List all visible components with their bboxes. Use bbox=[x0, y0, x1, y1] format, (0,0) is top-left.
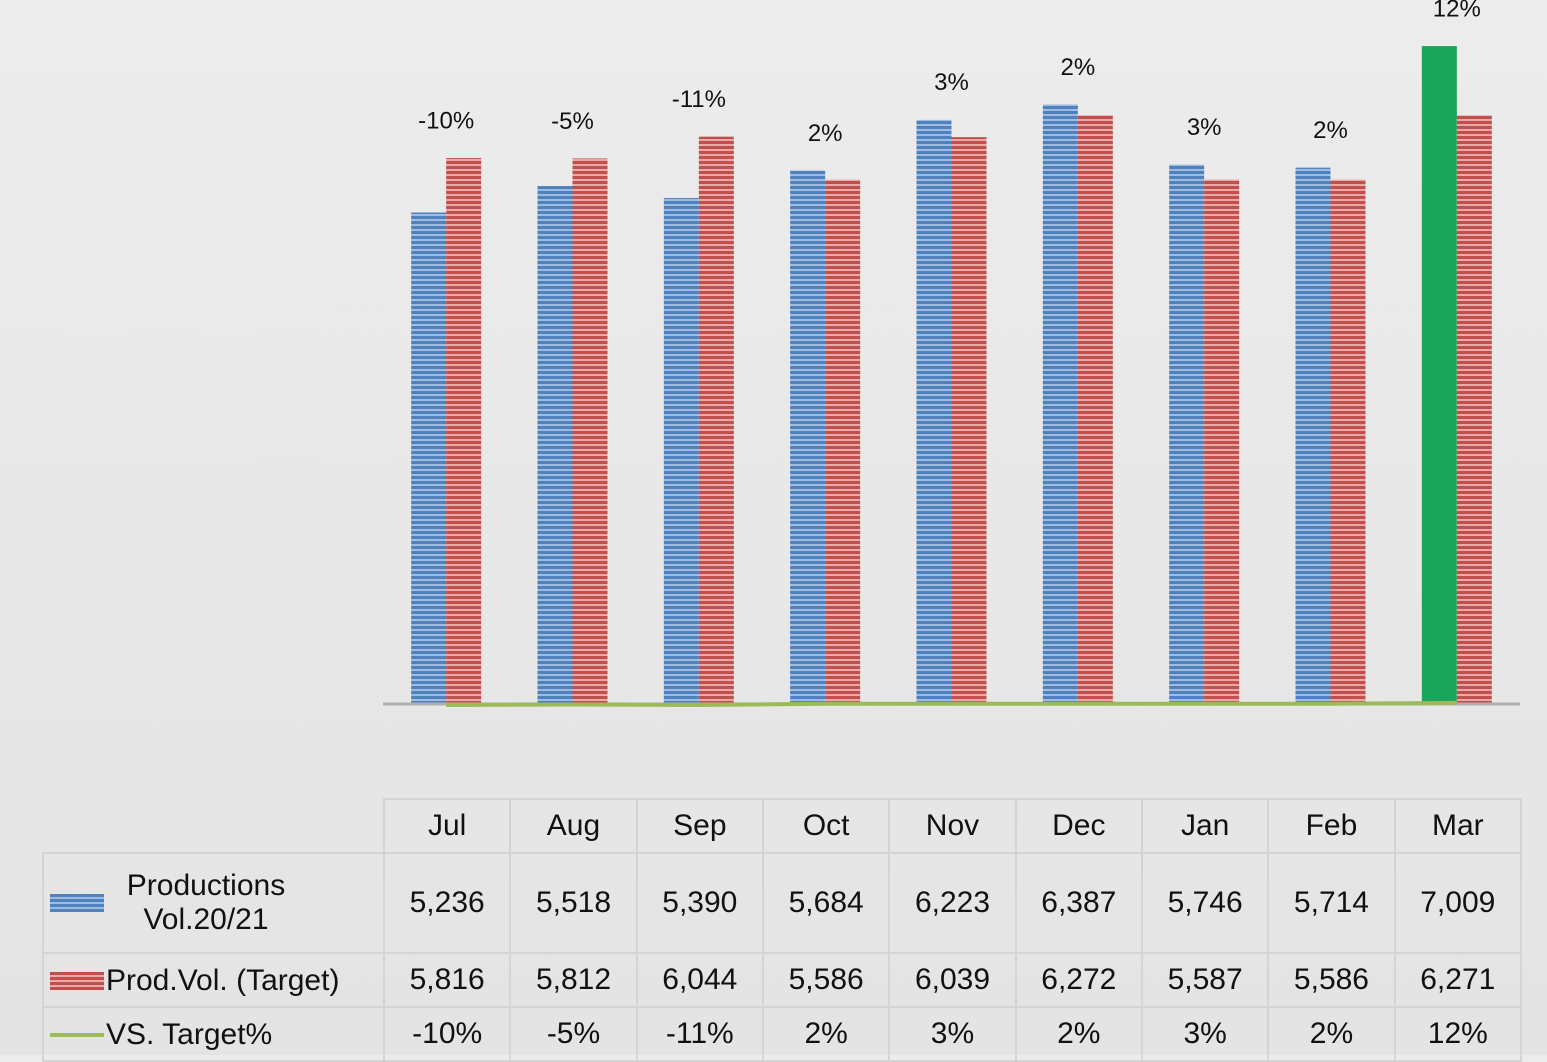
legend-entry: Prod.Vol. (Target) bbox=[42, 952, 385, 1008]
legend-label: Prod.Vol. (Target) bbox=[106, 963, 340, 997]
bar bbox=[663, 198, 699, 705]
bar bbox=[1169, 164, 1205, 704]
table-cell: -10% bbox=[382, 1006, 512, 1062]
x-tick-label: Aug bbox=[509, 798, 638, 854]
table-cell: 6,039 bbox=[888, 952, 1017, 1008]
bar bbox=[698, 136, 734, 704]
data-label: 12% bbox=[1433, 0, 1481, 22]
table-cell: 2% bbox=[1014, 1006, 1143, 1062]
table-cell: 6,272 bbox=[1014, 952, 1143, 1008]
table-cell: 12% bbox=[1393, 1006, 1522, 1062]
bar bbox=[1421, 46, 1457, 705]
line-series bbox=[446, 700, 1457, 708]
table-cell: 6,223 bbox=[888, 852, 1017, 954]
table-cell: 6,271 bbox=[1393, 952, 1522, 1008]
bar bbox=[1456, 115, 1492, 705]
data-label: -11% bbox=[672, 86, 726, 113]
table-cell: 5,816 bbox=[382, 952, 512, 1008]
data-label: 2% bbox=[1060, 54, 1095, 81]
bar bbox=[1204, 179, 1240, 704]
data-label: 2% bbox=[808, 120, 843, 147]
table-row: VS. Target% -10% -5% -11% 2% 3% 2% 3% 2% 12% bbox=[42, 1006, 1522, 1062]
x-tick-label: Oct bbox=[761, 798, 891, 854]
table-cell: 5,236 bbox=[382, 852, 512, 954]
legend-label: Productions Vol.20/21 bbox=[126, 869, 286, 936]
bar bbox=[825, 179, 861, 705]
x-tick-label: Jan bbox=[1140, 798, 1270, 854]
data-label: -5% bbox=[551, 108, 594, 135]
table-cell: 5,812 bbox=[509, 952, 638, 1008]
data-table: Jul Aug Sep Oct Nov Dec Jan Feb Mar Productions V… bbox=[42, 798, 1522, 1062]
corner bbox=[43, 799, 384, 853]
legend-rect bbox=[50, 971, 104, 990]
bar bbox=[1042, 104, 1078, 704]
table-cell: -11% bbox=[635, 1006, 764, 1062]
header-row: Jul Aug Sep Oct Nov Dec Jan Feb Mar bbox=[43, 798, 1522, 854]
table-cell: 6,387 bbox=[1014, 852, 1143, 954]
data-label: -10% bbox=[418, 107, 474, 134]
x-tick-label: Sep bbox=[635, 798, 764, 854]
table-cell: 5,390 bbox=[635, 852, 764, 954]
bar bbox=[446, 158, 482, 704]
x-tick-label: Mar bbox=[1393, 798, 1522, 854]
table-cell: 5,746 bbox=[1140, 852, 1270, 954]
x-tick-label: Nov bbox=[888, 798, 1017, 854]
data-label: 3% bbox=[1187, 114, 1222, 141]
x-tick-label: Dec bbox=[1014, 798, 1143, 854]
table-cell: 2% bbox=[761, 1006, 891, 1062]
bar bbox=[411, 212, 447, 704]
bar bbox=[537, 186, 573, 705]
table-cell: 7,009 bbox=[1393, 852, 1522, 954]
table-cell: 5,518 bbox=[509, 852, 638, 954]
legend-swatch bbox=[50, 894, 104, 912]
table-cell: 3% bbox=[888, 1006, 1017, 1062]
bar bbox=[1077, 115, 1113, 705]
legend-swatch bbox=[50, 1032, 104, 1037]
table-cell: 5,684 bbox=[761, 852, 891, 954]
data-label: 2% bbox=[1313, 117, 1348, 144]
bar bbox=[572, 158, 608, 705]
legend-rect bbox=[50, 894, 104, 912]
table-cell: 3% bbox=[1140, 1006, 1270, 1062]
table-row: Productions Vol.20/21 5,236 5,518 5,390 5,68… bbox=[42, 852, 1522, 954]
bar bbox=[1295, 167, 1331, 704]
x-tick-label: Feb bbox=[1267, 798, 1396, 854]
table-cell: 6,044 bbox=[635, 952, 764, 1008]
chart: -10% -5% -11% 2% 3% 2% 3% 2% 12% bbox=[383, 0, 1520, 708]
bar bbox=[951, 137, 987, 704]
bar bbox=[916, 119, 952, 704]
table-cell: -5% bbox=[509, 1006, 638, 1062]
table-cell: 2% bbox=[1267, 1006, 1396, 1062]
table-row: Prod.Vol. (Target) 5,816 5,812 6,044 5,586 6,… bbox=[42, 952, 1522, 1008]
bar bbox=[1330, 179, 1366, 705]
bar bbox=[790, 170, 826, 705]
table-cell: 5,586 bbox=[761, 952, 891, 1008]
table-cell: 5,587 bbox=[1140, 952, 1270, 1008]
data-label: 3% bbox=[934, 69, 969, 96]
legend-swatch bbox=[50, 971, 104, 990]
legend-entry: Productions Vol.20/21 bbox=[42, 852, 385, 954]
x-tick-label: Jul bbox=[382, 798, 512, 854]
table-cell: 5,714 bbox=[1267, 852, 1396, 954]
legend-label: VS. Target% bbox=[106, 1017, 273, 1051]
table-cell: 5,586 bbox=[1267, 952, 1396, 1008]
legend-entry: VS. Target% bbox=[42, 1006, 385, 1062]
